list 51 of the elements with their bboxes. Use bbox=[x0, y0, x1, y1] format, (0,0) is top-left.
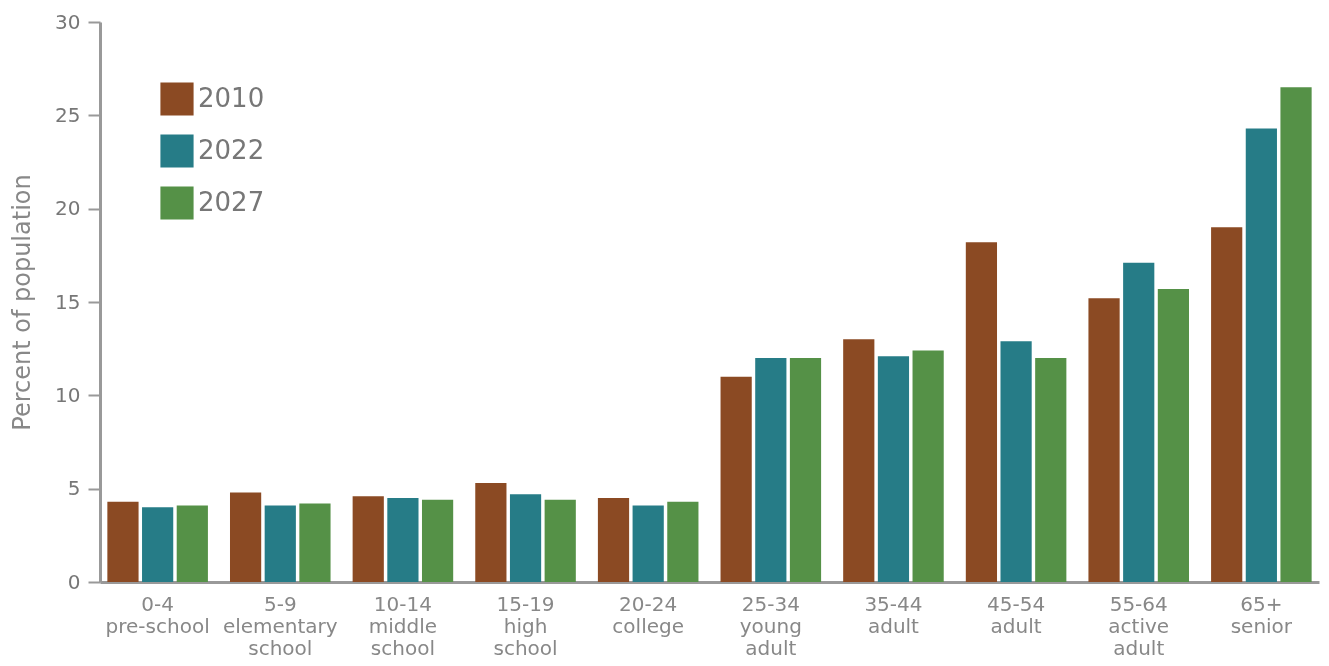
bar bbox=[912, 350, 944, 582]
bar bbox=[1035, 358, 1067, 582]
x-tick-label: 15-19 high school bbox=[493, 591, 558, 660]
bar bbox=[789, 358, 822, 582]
x-tick-label: 10-14 middle school bbox=[368, 591, 438, 660]
bar bbox=[1088, 298, 1120, 582]
bar bbox=[597, 498, 630, 582]
bar bbox=[1123, 262, 1155, 582]
bar bbox=[107, 501, 139, 582]
bar bbox=[352, 496, 384, 582]
bar bbox=[755, 358, 787, 582]
y-tick-label: 25 bbox=[55, 102, 81, 127]
y-tick-label: 0 bbox=[67, 569, 81, 594]
bar bbox=[1245, 128, 1277, 582]
bar bbox=[142, 507, 174, 582]
y-tick-label: 15 bbox=[55, 289, 81, 314]
bar bbox=[264, 505, 296, 582]
x-tick-label: 25-34 young adult bbox=[739, 591, 802, 660]
x-tick-label: 0-4 pre-school bbox=[105, 591, 210, 638]
y-tick-label: 30 bbox=[55, 9, 81, 34]
bar bbox=[667, 501, 699, 582]
y-tick-label: 10 bbox=[55, 382, 81, 407]
bar bbox=[1211, 227, 1243, 582]
y-tick-label: 5 bbox=[67, 476, 81, 501]
bar bbox=[877, 356, 910, 582]
legend-label: 2027 bbox=[198, 187, 265, 217]
bar bbox=[1157, 288, 1190, 582]
bar bbox=[176, 505, 208, 582]
bar bbox=[843, 339, 875, 582]
bar bbox=[1280, 87, 1312, 582]
bar bbox=[509, 494, 542, 582]
x-tick-label: 35-44 adult bbox=[864, 591, 923, 638]
legend-label: 2022 bbox=[198, 135, 265, 165]
bar bbox=[299, 503, 331, 582]
x-tick-label: 55-64 active adult bbox=[1108, 591, 1170, 660]
x-tick-label: 20-24 college bbox=[612, 591, 685, 638]
legend-label: 2010 bbox=[198, 83, 265, 113]
y-tick-label: 20 bbox=[55, 196, 81, 221]
x-tick-label: 5-9 elementary school bbox=[222, 591, 338, 660]
bar bbox=[1000, 341, 1032, 582]
bar bbox=[421, 499, 454, 582]
y-axis-title: Percent of population bbox=[8, 174, 37, 431]
bar bbox=[965, 242, 998, 582]
x-tick-label: 45-54 adult bbox=[987, 591, 1046, 638]
x-tick-label: 65+ senior bbox=[1230, 591, 1293, 638]
bar bbox=[720, 376, 752, 582]
bar bbox=[475, 483, 507, 582]
bar bbox=[387, 498, 419, 582]
bar bbox=[544, 499, 576, 582]
bar bbox=[632, 505, 664, 582]
bar bbox=[229, 492, 262, 582]
